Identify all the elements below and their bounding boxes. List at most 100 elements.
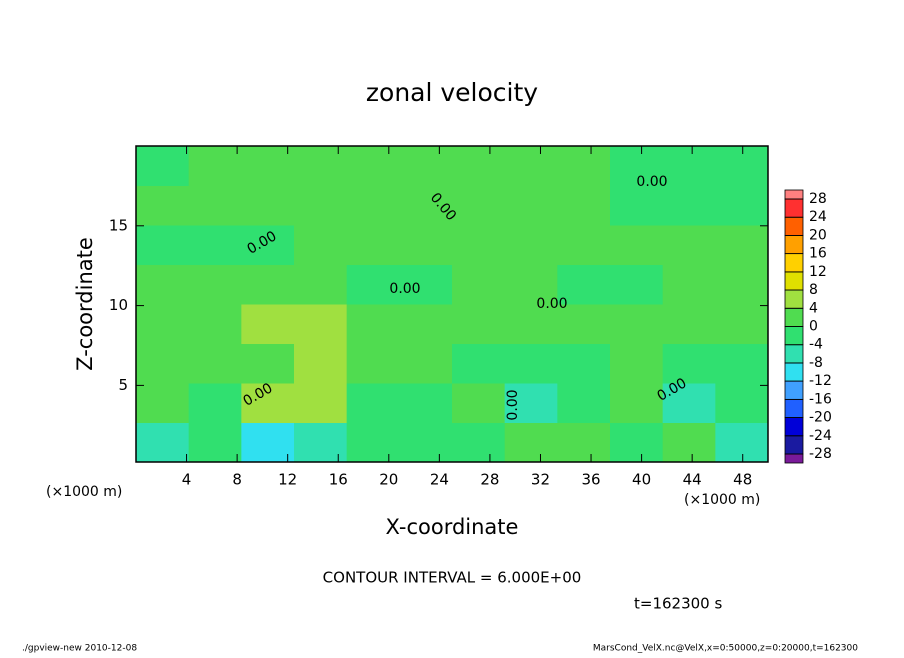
field-cell [452,304,506,344]
colorbar-label: 4 [809,300,818,316]
contour-label: 0.00 [636,174,667,190]
field-cell [504,304,558,344]
field-cell [136,422,190,463]
field-cell [452,343,506,384]
colorbar-label: -28 [809,446,832,462]
colorbar-box [784,398,804,418]
field-cell [557,304,611,344]
field-cell [399,383,453,423]
field-cell [610,383,664,423]
x-tick-label: 28 [480,471,499,489]
colorbar-box [784,307,804,327]
x-tick-label: 44 [683,471,702,489]
field-cell [294,185,348,226]
field-cell [452,383,506,423]
field-cell [136,343,190,384]
field-cell [136,185,190,226]
field-cell [662,304,716,344]
x-tick-label: 12 [278,471,297,489]
field-cell [715,383,769,423]
colorbar-label: -20 [809,410,832,426]
x-tick-label: 24 [430,471,449,489]
colorbar-box [784,326,804,346]
time-label: t=162300 s [634,595,722,613]
field-cell [504,264,558,305]
field-cell [504,225,558,265]
field-cell [188,343,242,384]
field-cell [715,304,769,344]
colorbar-box [784,271,804,291]
field-cell [452,146,506,186]
field-cell [346,343,400,384]
contour-label: 0.00 [389,281,420,297]
field-cell [715,146,769,186]
field-cell [662,264,716,305]
field-cell [452,185,506,226]
field-cell [188,225,242,265]
field-cell [136,383,190,423]
field-cell [662,343,716,384]
colorbar-label: -12 [809,373,832,389]
colorbar-box [784,216,804,236]
colorbar-box [784,380,804,400]
x-tick-label: 32 [531,471,550,489]
field-cell [346,383,400,423]
field-cell [610,185,664,226]
field-cell [557,343,611,384]
field-cell [715,185,769,226]
x-tick-label: 16 [329,471,348,489]
field-cell [241,146,295,186]
colorbar-label: -16 [809,391,832,407]
colorbar-label: -8 [809,355,823,371]
field-cell [241,383,295,423]
field-cell [399,304,453,344]
colorbar-box [784,362,804,382]
field-cell [399,146,453,186]
field-cell [504,422,558,463]
colorbar-box [784,253,804,273]
field-cell [294,264,348,305]
field-cell [346,225,400,265]
colorbar-label: 24 [809,209,827,225]
x-tick-label: 8 [232,471,242,489]
field-cell [188,146,242,186]
colorbar-label: 16 [809,246,827,262]
field-cell [662,146,716,186]
field-cell [399,264,453,305]
field-cell [346,422,400,463]
field-cell [188,304,242,344]
field-cell [346,264,400,305]
field-cell [136,304,190,344]
colorbar-box [784,453,804,464]
field-cell [662,422,716,463]
x-tick-label: 36 [581,471,600,489]
colorbar-label: 0 [809,319,818,335]
colorbar-box [784,189,804,200]
y-tick-label: 15 [109,216,128,234]
field-cell [294,304,348,344]
field-cell [610,225,664,265]
field-cell [188,185,242,226]
x-tick-label: 40 [632,471,651,489]
field-cell [241,304,295,344]
field-cell [346,304,400,344]
field-cell [399,185,453,226]
field-cell [557,225,611,265]
field-cell [399,422,453,463]
field-cell [557,146,611,186]
field-cell [452,225,506,265]
colorbar-label: 12 [809,264,827,280]
field-cell [557,264,611,305]
field-cell [399,225,453,265]
field-cell [557,383,611,423]
field-cell [294,146,348,186]
contour-interval: CONTOUR INTERVAL = 6.000E+00 [323,569,582,587]
field-cell [715,422,769,463]
field-cell [610,146,664,186]
field-cell [136,264,190,305]
field-cell [188,383,242,423]
x-axis-label: X-coordinate [386,515,519,539]
field-cell [346,185,400,226]
